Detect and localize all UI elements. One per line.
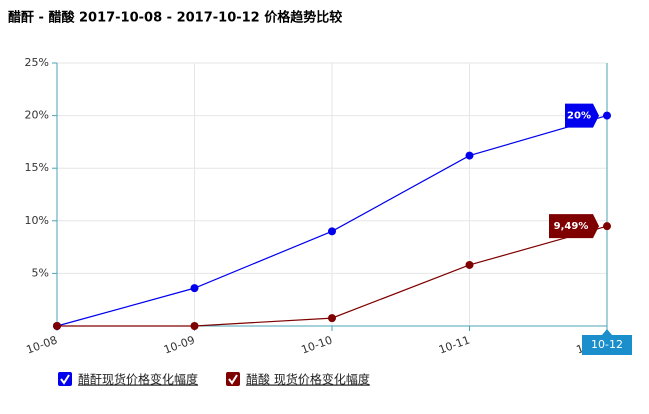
y-tick-label: 10% (25, 214, 49, 227)
legend-label: 醋酐现货价格变化幅度 (78, 372, 198, 387)
value-label-box (549, 214, 599, 239)
point (190, 322, 199, 330)
crosshair-label: 10-12 (591, 338, 623, 351)
x-tick-label: 10-08 (25, 333, 59, 356)
legend-label: 醋酸 现货价格变化幅度 (246, 372, 370, 387)
x-tick-label: 10-09 (162, 333, 196, 356)
x-tick-label: 10-10 (300, 333, 334, 356)
chart-title: 醋酐 - 醋酸 2017-10-08 - 2017-10-12 价格趋势比较 (8, 10, 342, 26)
crosshair-pointer (602, 329, 612, 335)
y-tick-label: 15% (25, 161, 49, 174)
value-label: 9,49% (554, 221, 589, 232)
point (465, 151, 474, 160)
crosshair-box (582, 335, 632, 355)
point (190, 284, 199, 293)
point (465, 260, 474, 269)
point (328, 227, 336, 236)
legend-checkbox (226, 372, 240, 386)
y-tick-label: 5% (32, 266, 49, 279)
point (53, 322, 61, 330)
legend-checkbox (58, 372, 72, 386)
y-tick-label: 25% (25, 56, 49, 69)
legend-item[interactable]: 醋酐现货价格变化幅度 (58, 372, 198, 387)
legend-check (228, 374, 238, 385)
value-label-box (565, 103, 599, 128)
value-label: 20% (567, 111, 591, 122)
x-tick-label: 10-11 (437, 333, 471, 356)
legend-item[interactable]: 醋酸 现货价格变化幅度 (226, 372, 370, 387)
legend-check (60, 374, 70, 385)
point (603, 222, 611, 231)
y-tick-label: 20% (25, 109, 49, 122)
point (328, 314, 336, 323)
point (603, 111, 611, 120)
